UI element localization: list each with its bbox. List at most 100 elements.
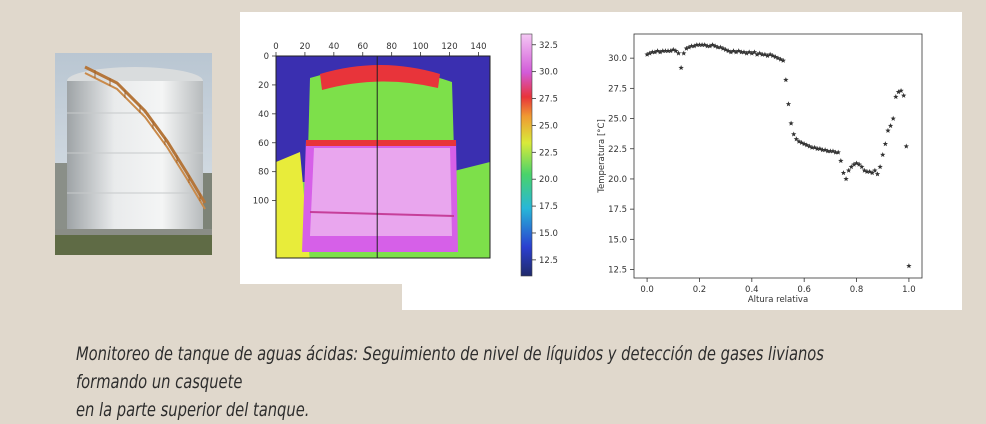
tank-photo: [55, 53, 212, 255]
plot-y-tick-label: 15.0: [608, 235, 627, 245]
data-point: [864, 168, 870, 174]
data-point: [696, 42, 703, 48]
data-point: [838, 158, 844, 164]
data-point: [856, 161, 862, 167]
thermal-y-tick-label: 0: [264, 52, 269, 62]
data-point: [712, 43, 718, 49]
thermal-image-svg: 0 20 40 60 80 100 120 140 0 20 40 60 80 100 12.5 15.0…: [253, 33, 558, 277]
plot-y-label: Temperatura [°C]: [597, 119, 607, 194]
colorbar-tick-label: 32.5: [539, 41, 558, 51]
data-point: [757, 50, 763, 56]
data-point: [843, 176, 849, 182]
temperature-profile-svg: 0.0 0.2 0.4 0.6 0.8 1.0 12.5 15.0 17.5 20.0 22.5 2…: [597, 33, 923, 305]
data-point: [906, 263, 912, 269]
data-point: [717, 44, 724, 50]
data-point: [654, 48, 661, 54]
data-point: [783, 77, 789, 83]
data-point: [762, 51, 768, 57]
data-point: [830, 148, 836, 154]
data-point: [791, 131, 797, 137]
data-point: [686, 44, 692, 50]
data-point: [657, 49, 663, 55]
plot-x-tick-label: 0.8: [850, 285, 864, 295]
data-point: [678, 65, 684, 71]
data-point: [704, 43, 710, 49]
data-point: [804, 142, 810, 148]
colorbar-axis: 12.5 15.0 17.5 20.0 22.5 25.0 27.5 30.0 32.5: [532, 41, 558, 266]
thermal-x-tick-label: 20: [300, 42, 311, 52]
colorbar-tick-label: 20.0: [539, 175, 558, 185]
data-point: [665, 48, 671, 54]
data-point: [814, 145, 820, 152]
data-point: [683, 45, 690, 51]
data-point: [851, 161, 857, 167]
data-point: [798, 139, 805, 145]
data-point: [754, 51, 760, 57]
data-point: [673, 48, 679, 54]
plot-x-tick-label: 1.0: [902, 285, 916, 295]
data-point: [869, 170, 875, 176]
plot-y-tick-label: 30.0: [608, 54, 627, 64]
data-point: [667, 48, 674, 54]
plot-y-tick-label: 17.5: [608, 205, 627, 215]
data-point: [895, 89, 902, 95]
data-point: [770, 52, 776, 59]
data-point: [796, 138, 802, 144]
data-point: [736, 48, 742, 54]
plot-y-tick-label: 12.5: [608, 266, 627, 276]
thermal-y-tick-label: 60: [258, 139, 269, 149]
thermal-x-tick-label: 140: [470, 42, 486, 52]
data-point: [877, 164, 883, 170]
data-point: [785, 101, 792, 107]
data-point: [882, 141, 889, 147]
plot-x-label: Altura relativa: [748, 295, 808, 305]
data-point: [853, 160, 860, 166]
thermal-x-tick-label: 80: [386, 42, 397, 52]
colorbar-tick-label: 15.0: [539, 229, 558, 239]
data-point: [691, 43, 697, 49]
data-point: [811, 144, 818, 150]
data-point: [660, 48, 666, 54]
data-point: [775, 55, 781, 61]
plot-y-tick-label: 25.0: [608, 115, 627, 125]
data-point: [751, 49, 758, 55]
liquid-level-band: [306, 140, 456, 146]
data-point: [827, 148, 834, 154]
colorbar-tick-label: 30.0: [539, 68, 558, 78]
data-point: [647, 50, 653, 56]
data-point: [801, 141, 807, 147]
figure-panel-extension: [402, 270, 962, 310]
figure-caption: Monitoreo de tanque de aguas ácidas: Seg…: [76, 340, 833, 424]
data-point: [809, 144, 815, 150]
data-point: [832, 149, 839, 155]
data-point: [694, 42, 700, 48]
data-point: [825, 148, 831, 154]
inner-line: [309, 211, 455, 217]
thermal-x-axis: 0 20 40 60 80 100 120 140: [273, 42, 487, 56]
data-point: [749, 50, 755, 56]
plot-x-tick-label: 0.0: [640, 285, 654, 295]
data-point: [835, 149, 841, 155]
data-point: [806, 143, 813, 149]
data-point: [848, 164, 854, 170]
caption-line-2: en la parte superior del tanque.: [76, 399, 310, 421]
colorbar-tick-label: 12.5: [539, 256, 558, 266]
thermal-x-tick-label: 0: [273, 42, 278, 52]
colorbar-tick-label: 25.0: [539, 121, 558, 131]
temperature-profile-chart: 0.0 0.2 0.4 0.6 0.8 1.0 12.5 15.0 17.5 20.0 22.5 2…: [590, 28, 930, 308]
data-point: [872, 167, 878, 173]
data-point: [652, 49, 658, 55]
data-point: [722, 46, 729, 52]
data-point: [788, 120, 794, 126]
plot-x-tick-label: 0.2: [693, 285, 707, 295]
data-point: [880, 151, 886, 158]
data-point: [681, 50, 687, 56]
plot-y-tick-label: 22.5: [608, 145, 627, 155]
thermal-image-figure: 0 20 40 60 80 100 120 140 0 20 40 60 80 100 12.5 15.0…: [240, 12, 570, 284]
thermal-y-tick-label: 20: [258, 81, 269, 91]
data-point: [840, 170, 847, 176]
data-point: [699, 42, 705, 48]
data-point: [670, 46, 676, 52]
data-point: [772, 54, 779, 60]
data-point: [866, 168, 873, 174]
